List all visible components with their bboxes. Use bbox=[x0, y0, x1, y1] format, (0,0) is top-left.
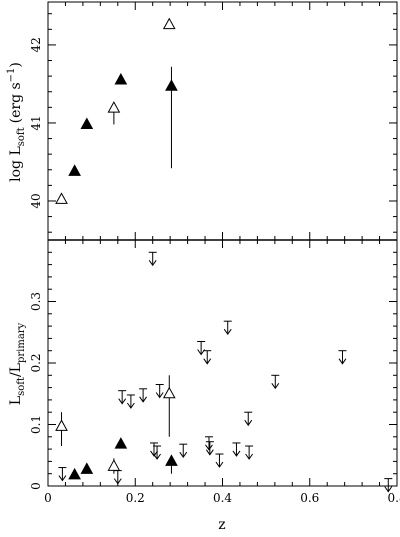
bottom-upper-limit bbox=[58, 467, 67, 482]
bottom-upper-limit bbox=[155, 384, 164, 399]
bottom-upper-limit bbox=[245, 445, 254, 460]
top-y-label-exp: −1 bbox=[6, 68, 17, 83]
bottom-upper-limit bbox=[126, 394, 135, 409]
bottom-upper-limit bbox=[338, 350, 347, 365]
bottom-y-tick-label: 0.2 bbox=[29, 353, 43, 372]
top-filled-triangle bbox=[68, 164, 81, 176]
top-y-tick-label: 40 bbox=[29, 193, 43, 208]
upper-limit-head bbox=[150, 450, 158, 457]
bottom-upper-limit bbox=[203, 350, 212, 365]
bottom-upper-limit bbox=[148, 251, 157, 267]
bottom-upper-limit bbox=[384, 478, 393, 493]
top-open-triangle bbox=[107, 101, 121, 113]
bottom-upper-limit bbox=[150, 442, 159, 457]
bottom-upper-limit bbox=[118, 390, 127, 405]
upper-limit-head bbox=[118, 398, 127, 405]
upper-limit-head bbox=[153, 453, 161, 460]
upper-limit-head bbox=[113, 478, 122, 485]
bottom-upper-limit bbox=[197, 340, 206, 356]
upper-limit-head bbox=[148, 260, 157, 267]
upper-limit-head bbox=[205, 444, 213, 451]
upper-limit-head bbox=[223, 328, 232, 336]
top-y-axis-label: log Lsoft (erg s−1) bbox=[6, 62, 27, 182]
upper-limit-head bbox=[245, 453, 254, 460]
bottom-upper-limit bbox=[215, 453, 224, 468]
bottom-upper-limit bbox=[271, 374, 280, 390]
bottom-upper-limit bbox=[205, 441, 214, 456]
bottom-y-label-main: L bbox=[8, 396, 24, 405]
top-y-label-close: ) bbox=[8, 62, 24, 67]
upper-limit-head bbox=[205, 449, 214, 456]
top-open-triangle bbox=[55, 192, 68, 204]
top-y-tick-label: 41 bbox=[29, 115, 43, 130]
upper-limit-head bbox=[179, 451, 188, 459]
upper-limit-head bbox=[244, 419, 253, 427]
bottom-filled-triangle bbox=[165, 454, 178, 466]
bottom-filled-triangle bbox=[80, 462, 94, 474]
bottom-y-label-sub2: primary bbox=[16, 322, 27, 363]
top-open-triangle bbox=[162, 17, 176, 30]
bottom-upper-limit bbox=[139, 388, 148, 403]
bottom-filled-triangle bbox=[68, 467, 81, 480]
top-panel-frame bbox=[47, 1, 398, 241]
top-filled-triangle bbox=[165, 79, 178, 91]
x-tick-label: 0.2 bbox=[126, 491, 145, 505]
bottom-panel-axes: 0 0.1 0.2 0.3 0 0.2 0.4 0.6 0.8 bbox=[29, 240, 400, 505]
upper-limit-head bbox=[139, 396, 148, 403]
top-filled-triangle bbox=[114, 72, 128, 85]
upper-limit-head bbox=[338, 358, 347, 365]
top-filled-triangle bbox=[80, 117, 94, 130]
bottom-y-label-mid: /L bbox=[8, 363, 24, 377]
bottom-open-triangle bbox=[55, 419, 68, 431]
bottom-upper-limit bbox=[153, 445, 162, 460]
upper-limit-head bbox=[155, 392, 164, 399]
x-axis-label: z bbox=[218, 517, 225, 533]
bottom-upper-limit bbox=[244, 411, 253, 427]
upper-limit-head bbox=[271, 383, 280, 390]
bottom-upper-limit bbox=[232, 442, 241, 457]
upper-limit-head bbox=[58, 475, 67, 482]
top-y-label-sub: soft bbox=[16, 127, 27, 146]
upper-limit-head bbox=[203, 358, 212, 365]
bottom-upper-limit bbox=[204, 436, 213, 451]
x-tick-label: 0.4 bbox=[213, 491, 232, 505]
bottom-panel-frame bbox=[47, 239, 398, 487]
x-tick-label: 0 bbox=[44, 491, 52, 505]
upper-limit-head bbox=[126, 402, 135, 409]
bottom-open-triangle bbox=[107, 459, 121, 471]
top-y-label-main: log L bbox=[8, 146, 24, 182]
top-y-tick-label: 42 bbox=[29, 37, 43, 52]
upper-limit-head bbox=[384, 486, 393, 493]
bottom-filled-triangle bbox=[114, 437, 128, 449]
bottom-open-triangle bbox=[162, 386, 176, 399]
bottom-y-tick-label: 0.3 bbox=[29, 292, 43, 311]
upper-limit-head bbox=[215, 461, 224, 468]
top-panel-axes: 40 41 42 bbox=[29, 2, 397, 240]
x-tick-label: 0.8 bbox=[387, 491, 400, 505]
bottom-y-tick-label: 0 bbox=[29, 482, 43, 490]
x-tick-label: 0.6 bbox=[300, 491, 319, 505]
bottom-upper-limit bbox=[179, 443, 188, 459]
bottom-panel-marks bbox=[55, 251, 393, 493]
bottom-y-tick-label: 0.1 bbox=[29, 415, 43, 434]
bottom-y-axis-label: Lsoft/Lprimary bbox=[8, 322, 27, 405]
bottom-y-label-sub1: soft bbox=[16, 377, 27, 396]
bottom-upper-limit bbox=[113, 470, 122, 485]
top-panel-marks bbox=[55, 17, 178, 204]
bottom-upper-limit bbox=[223, 320, 232, 336]
top-y-label-units: (erg s bbox=[8, 82, 24, 123]
upper-limit-head bbox=[232, 450, 241, 457]
